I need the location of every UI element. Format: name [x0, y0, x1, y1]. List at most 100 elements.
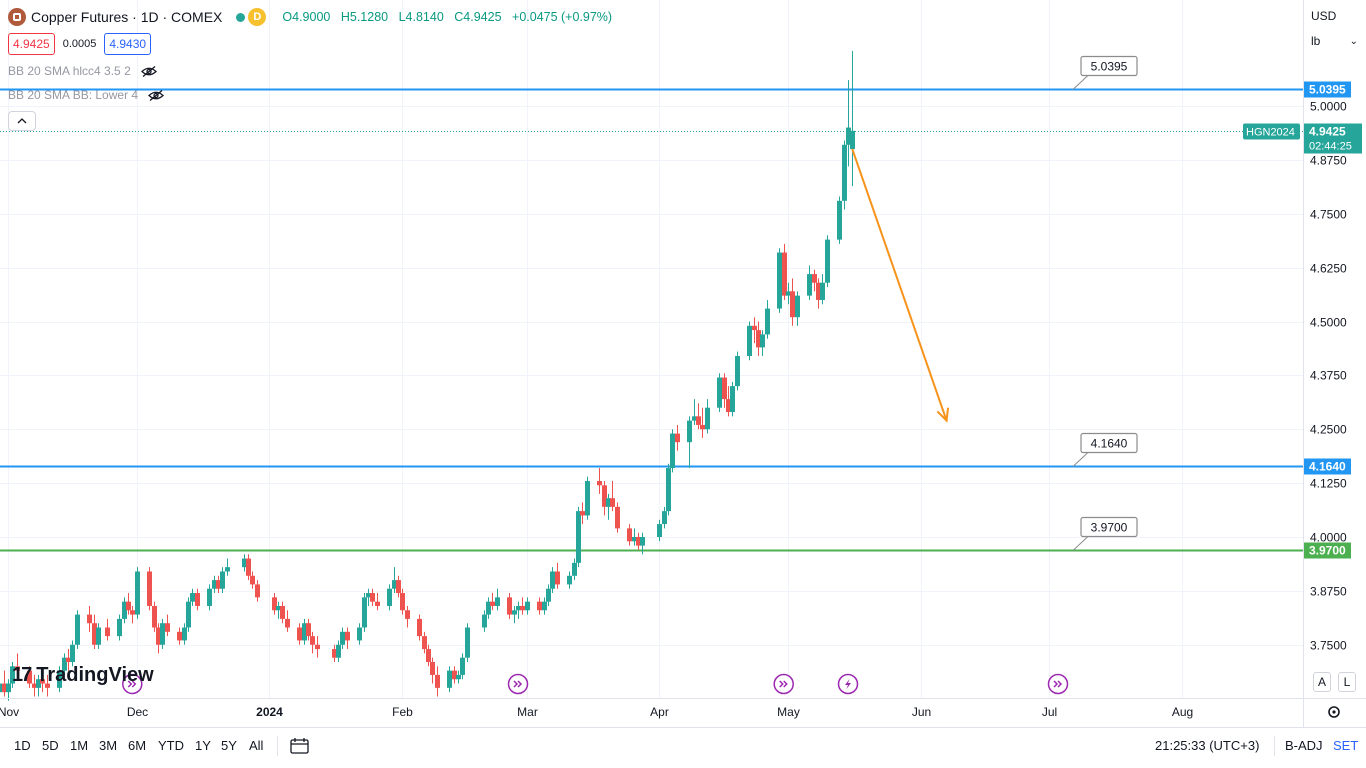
candle[interactable]	[760, 330, 765, 356]
candle[interactable]	[430, 657, 435, 684]
candle[interactable]	[615, 502, 620, 533]
candle[interactable]	[700, 407, 705, 438]
candle[interactable]	[632, 528, 637, 546]
candle[interactable]	[387, 584, 392, 611]
candle[interactable]	[92, 614, 97, 650]
candle[interactable]	[105, 618, 110, 641]
candle[interactable]	[66, 649, 71, 671]
candle[interactable]	[190, 588, 195, 606]
candle[interactable]	[846, 80, 851, 167]
candle[interactable]	[310, 631, 315, 654]
candle[interactable]	[452, 666, 457, 684]
candle[interactable]	[276, 601, 281, 619]
candle[interactable]	[820, 274, 825, 305]
candle[interactable]	[96, 623, 101, 650]
candle[interactable]	[795, 291, 800, 326]
candle[interactable]	[225, 558, 230, 576]
forward-icon[interactable]	[122, 673, 143, 695]
candle[interactable]	[255, 580, 260, 602]
date-range-calendar-icon[interactable]	[290, 737, 310, 755]
candle[interactable]	[850, 50, 855, 187]
buy-price-button[interactable]: 4.9430	[104, 33, 152, 55]
candle[interactable]	[6, 679, 11, 701]
candle[interactable]	[662, 506, 667, 529]
candle[interactable]	[572, 558, 577, 581]
sell-price-button[interactable]: 4.9425	[8, 33, 55, 55]
candle[interactable]	[640, 532, 645, 555]
candle[interactable]	[272, 593, 277, 615]
candle[interactable]	[516, 601, 521, 619]
candle[interactable]	[36, 674, 41, 697]
candle[interactable]	[456, 670, 461, 684]
indicator-legend-1[interactable]: BB 20 SMA hlcc4 3.5 2	[8, 64, 157, 78]
candle[interactable]	[730, 381, 735, 417]
range-1d-button[interactable]: 1D	[14, 738, 31, 753]
candle[interactable]	[405, 605, 410, 628]
forward-icon[interactable]	[1047, 673, 1069, 695]
log-scale-button[interactable]: L	[1338, 672, 1356, 692]
candle[interactable]	[726, 386, 731, 417]
copper-symbol-icon[interactable]	[8, 8, 26, 26]
candle[interactable]	[126, 593, 131, 615]
candle[interactable]	[27, 666, 32, 688]
candle[interactable]	[297, 623, 302, 645]
candle[interactable]	[435, 666, 440, 697]
range-1m-button[interactable]: 1M	[70, 738, 89, 753]
indicator-legend-2[interactable]: BB 20 SMA BB: Lower 4	[8, 88, 165, 102]
level-callout-box[interactable]	[1080, 55, 1138, 77]
candle[interactable]	[460, 653, 465, 680]
candle[interactable]	[302, 618, 307, 645]
candle[interactable]	[340, 627, 345, 650]
candle[interactable]	[207, 584, 212, 611]
candle[interactable]	[357, 623, 362, 645]
candle[interactable]	[0, 675, 2, 705]
candle[interactable]	[332, 644, 337, 662]
candle[interactable]	[627, 524, 632, 546]
candle[interactable]	[152, 601, 157, 632]
candle[interactable]	[10, 661, 15, 688]
candle[interactable]	[220, 567, 225, 594]
candle[interactable]	[816, 278, 821, 309]
candle[interactable]	[417, 614, 422, 641]
candle[interactable]	[212, 575, 217, 594]
candle[interactable]	[45, 674, 50, 697]
candle[interactable]	[135, 567, 140, 619]
candle[interactable]	[525, 597, 530, 615]
candle[interactable]	[400, 588, 405, 615]
candle[interactable]	[426, 644, 431, 667]
candle[interactable]	[786, 282, 791, 305]
range-6m-button[interactable]: 6M	[128, 738, 147, 753]
lightning-icon[interactable]	[837, 673, 859, 695]
price-chart[interactable]: 5.0395 4.1640 3.9700 5.0000 4.8750 4.7500 4.6…	[0, 0, 1366, 727]
candle[interactable]	[636, 532, 641, 550]
candle[interactable]	[117, 614, 122, 641]
candle[interactable]	[495, 588, 500, 611]
candle[interactable]	[687, 416, 692, 469]
range-1y-button[interactable]: 1Y	[195, 738, 211, 753]
candle[interactable]	[542, 597, 547, 615]
candle[interactable]	[717, 373, 722, 413]
candle[interactable]	[422, 631, 427, 654]
range-5y-button[interactable]: 5Y	[221, 738, 237, 753]
candle[interactable]	[490, 593, 495, 611]
candle[interactable]	[705, 399, 710, 434]
candle[interactable]	[837, 196, 842, 244]
symbol-title[interactable]: Copper Futures · 1D · COMEX	[31, 9, 223, 25]
candle[interactable]	[182, 623, 187, 645]
candle[interactable]	[657, 519, 662, 542]
candle[interactable]	[246, 554, 251, 581]
candle[interactable]	[550, 567, 555, 594]
session-button[interactable]: SET	[1333, 738, 1359, 753]
level-callout-box[interactable]	[1080, 432, 1138, 454]
eye-hidden-icon[interactable]	[148, 89, 165, 101]
delayed-data-badge[interactable]: D	[248, 8, 267, 26]
unit-select[interactable]: lb ⌄	[1305, 29, 1362, 53]
candle[interactable]	[675, 424, 680, 451]
candle[interactable]	[70, 640, 75, 667]
range-3m-button[interactable]: 3M	[99, 738, 118, 753]
candle[interactable]	[696, 403, 701, 430]
candle[interactable]	[670, 429, 675, 473]
candle[interactable]	[130, 605, 135, 624]
candle[interactable]	[580, 502, 585, 525]
candle[interactable]	[75, 610, 80, 650]
